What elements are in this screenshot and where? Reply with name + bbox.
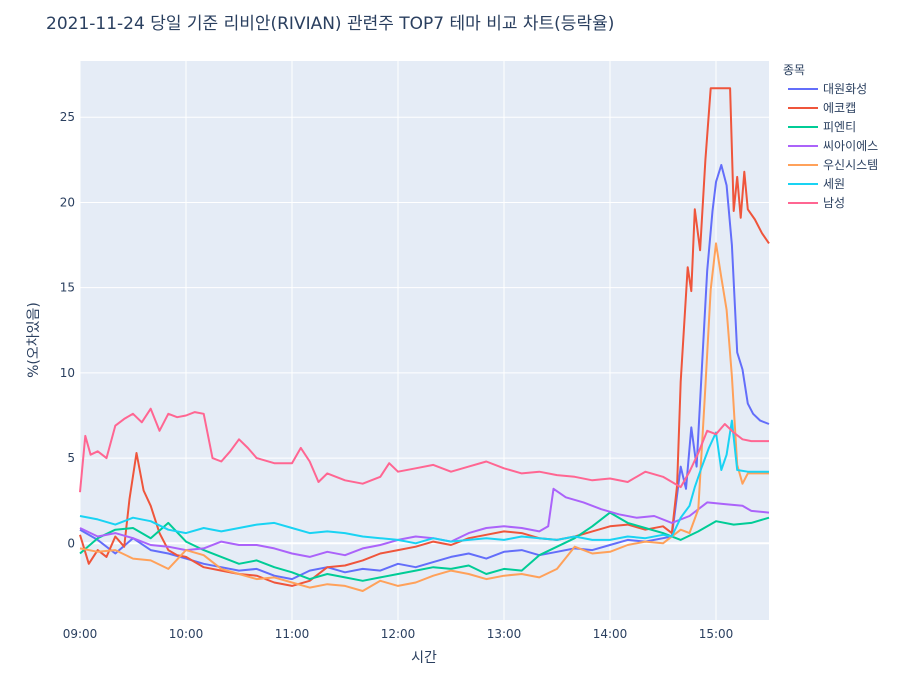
legend-label: 피엔티 <box>823 120 856 134</box>
x-axis-ticks: 09:00 10:00 11:00 12:00 13:00 14:00 15:00 <box>63 627 734 641</box>
legend-label: 우신시스템 <box>823 158 878 172</box>
chart-title: 2021-11-24 당일 기준 리비안(RIVIAN) 관련주 TOP7 테마… <box>46 14 614 34</box>
series-line <box>79 164 770 581</box>
x-axis-title: 시간 <box>411 650 437 666</box>
y-tick-label: 10 <box>60 366 75 380</box>
x-tick-label: 12:00 <box>381 627 416 641</box>
legend-label: 남성 <box>823 196 845 210</box>
legend-item[interactable]: 우신시스템 <box>788 158 878 172</box>
legend-label: 대원화성 <box>823 82 867 96</box>
legend-label: 씨아이에스 <box>823 139 878 153</box>
series-line <box>79 419 769 545</box>
series-line <box>79 87 770 587</box>
series-line <box>79 242 769 592</box>
plot-area <box>80 61 769 620</box>
x-tick-label: 14:00 <box>593 627 628 641</box>
legend-label: 에코캡 <box>823 101 856 115</box>
legend-label: 세원 <box>823 177 845 191</box>
y-axis-ticks: 0 5 10 15 20 25 <box>60 110 75 550</box>
x-tick-label: 09:00 <box>63 627 98 641</box>
legend-item[interactable]: 씨아이에스 <box>788 139 878 153</box>
legend-item[interactable]: 세원 <box>788 177 845 191</box>
y-tick-label: 15 <box>60 281 75 295</box>
series-line <box>79 511 770 582</box>
y-tick-label: 5 <box>67 451 75 465</box>
x-tick-label: 13:00 <box>487 627 522 641</box>
legend-item[interactable]: 에코캡 <box>788 101 856 115</box>
legend-item[interactable]: 남성 <box>788 196 845 210</box>
legend-item[interactable]: 피엔티 <box>788 120 856 134</box>
y-tick-label: 20 <box>60 195 75 209</box>
x-tick-label: 11:00 <box>275 627 310 641</box>
legend-item[interactable]: 대원화성 <box>788 82 867 96</box>
y-tick-label: 25 <box>60 110 75 124</box>
y-tick-label: 0 <box>67 536 75 550</box>
series-line <box>79 407 769 493</box>
series-layer <box>79 87 770 592</box>
legend-title: 종목 <box>783 63 805 77</box>
x-tick-label: 10:00 <box>169 627 204 641</box>
x-tick-label: 15:00 <box>699 627 734 641</box>
y-axis-title: %(오차있음) <box>26 302 42 378</box>
